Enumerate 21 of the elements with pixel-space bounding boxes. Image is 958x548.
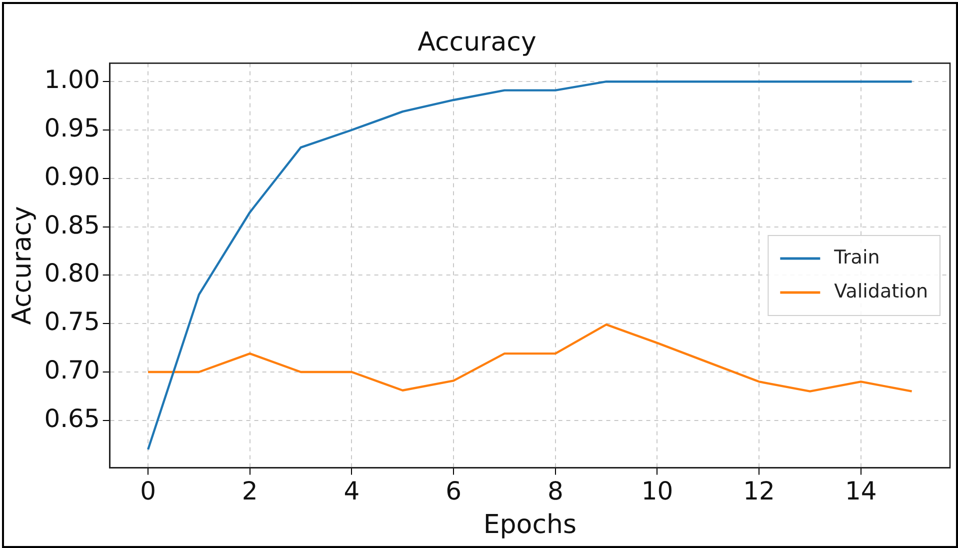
y-tick-label: 0.75 [44,307,100,336]
x-tick-label: 8 [547,476,564,506]
y-axis-title: Accuracy [7,206,38,325]
x-axis-title: Epochs [483,510,577,540]
x-tick-label: 6 [446,476,462,506]
y-tick-label: 0.80 [44,258,100,288]
legend-label: Train [833,246,880,268]
y-tick-label: 0.90 [44,162,100,191]
y-tick-label: 0.85 [44,210,100,240]
y-tick-label: 0.65 [44,404,100,433]
legend-label: Validation [834,280,928,302]
x-tick-label: 14 [844,476,877,506]
x-tick-label: 12 [743,476,775,506]
y-tick-label: 0.95 [44,113,100,142]
y-tick-label: 0.70 [44,355,100,384]
chart-title: Accuracy [418,27,536,58]
x-tick-label: 0 [140,476,156,506]
x-tick-label: 2 [242,476,258,506]
x-tick-label: 4 [344,476,360,506]
x-tick-label: 10 [641,476,674,506]
y-tick-label: 1.00 [44,65,100,94]
